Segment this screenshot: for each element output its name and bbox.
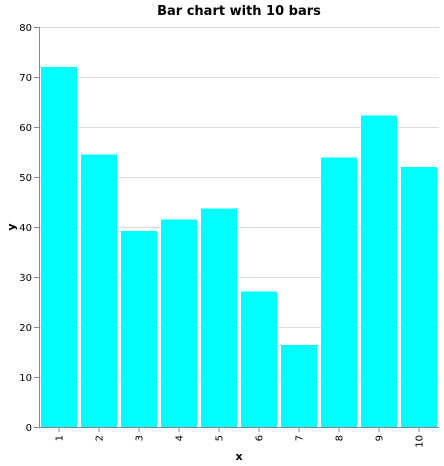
bar [121, 231, 157, 427]
y-tick-label: 70 [19, 73, 32, 84]
bars [41, 67, 437, 427]
y-tick-label: 20 [19, 323, 32, 334]
y-tick-label: 60 [19, 123, 32, 134]
x-tick-label: 7 [295, 435, 306, 441]
y-tick-label: 80 [19, 23, 32, 34]
bar [81, 154, 117, 427]
y-tick-label: 10 [19, 373, 32, 384]
x-tick-label: 9 [375, 435, 386, 441]
x-tick-label: 5 [215, 435, 226, 441]
y-tick-label: 40 [19, 223, 32, 234]
bar [201, 208, 237, 427]
axes [39, 27, 439, 428]
x-tick-label: 4 [175, 435, 186, 441]
bar [161, 219, 197, 427]
x-tick-label: 2 [95, 435, 106, 441]
x-ticks: 1 2 3 4 5 6 7 8 9 10 [55, 427, 426, 448]
y-tick-label: 50 [19, 173, 32, 184]
y-axis-title: y [5, 223, 18, 230]
y-tick-label: 30 [19, 273, 32, 284]
chart-title: Bar chart with 10 bars [157, 4, 321, 19]
bar [401, 167, 437, 427]
y-tick-label: 0 [26, 423, 32, 434]
bar [281, 345, 317, 427]
bar [41, 67, 77, 427]
x-tick-label: 1 [55, 435, 66, 441]
x-tick-label: 10 [415, 435, 426, 448]
y-ticks: 0 10 20 30 40 50 60 70 80 [19, 23, 39, 434]
bar [241, 291, 277, 427]
bar [321, 157, 357, 427]
bar [361, 115, 397, 427]
x-tick-label: 8 [335, 435, 346, 441]
x-tick-label: 3 [135, 435, 146, 441]
x-tick-label: 6 [255, 435, 266, 441]
x-axis-title: x [235, 450, 242, 463]
